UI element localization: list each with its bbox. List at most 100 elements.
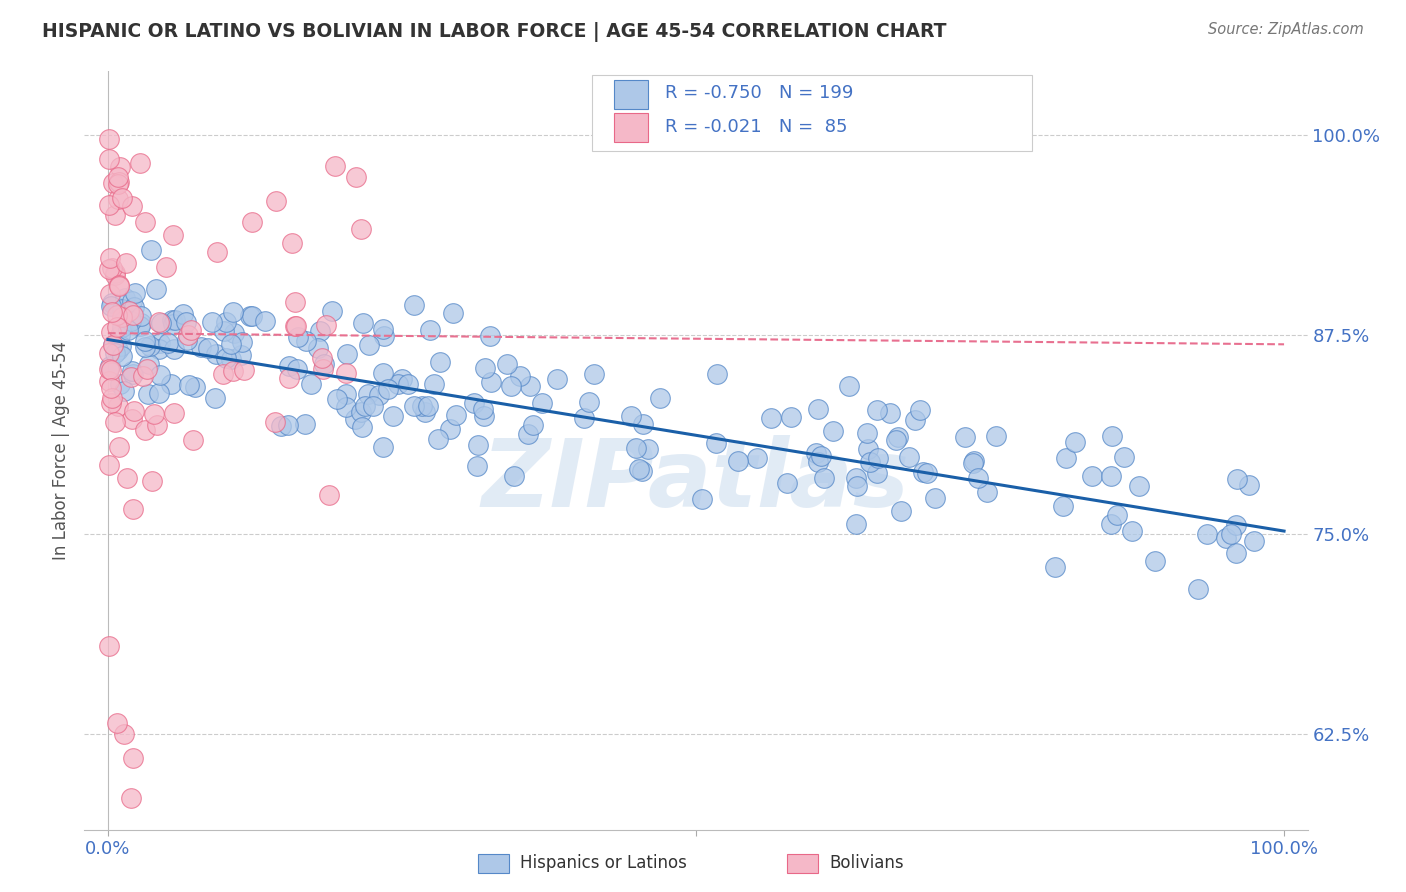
- Point: [350, 222, 373, 236]
- Point: [215, 315, 238, 329]
- Point: [131, 309, 153, 323]
- Point: [984, 429, 1007, 443]
- Point: [917, 466, 939, 480]
- Point: [233, 363, 256, 377]
- Point: [704, 436, 727, 450]
- Point: [107, 399, 129, 413]
- Point: [101, 391, 124, 405]
- Point: [810, 449, 832, 463]
- Point: [373, 329, 395, 343]
- Point: [205, 347, 228, 361]
- Point: [121, 412, 143, 426]
- Point: [148, 342, 170, 356]
- Point: [101, 338, 124, 352]
- Text: R = -0.750   N = 199: R = -0.750 N = 199: [665, 85, 853, 103]
- Point: [1237, 477, 1260, 491]
- Point: [150, 316, 173, 330]
- Point: [121, 363, 143, 377]
- Point: [270, 419, 292, 434]
- Point: [190, 340, 212, 354]
- Point: [108, 440, 131, 454]
- Point: [807, 401, 830, 416]
- Point: [160, 376, 183, 391]
- Point: [98, 359, 121, 374]
- Point: [124, 286, 146, 301]
- Point: [207, 245, 229, 260]
- Point: [98, 198, 121, 212]
- FancyBboxPatch shape: [614, 113, 648, 142]
- Text: ZIPatlas: ZIPatlas: [482, 434, 910, 527]
- Point: [180, 323, 202, 337]
- Text: HISPANIC OR LATINO VS BOLIVIAN IN LABOR FORCE | AGE 45-54 CORRELATION CHART: HISPANIC OR LATINO VS BOLIVIAN IN LABOR …: [42, 22, 946, 42]
- Point: [353, 399, 375, 413]
- Point: [396, 376, 419, 391]
- Point: [1043, 560, 1066, 574]
- Point: [474, 361, 496, 376]
- Point: [120, 790, 142, 805]
- Point: [898, 450, 921, 465]
- Point: [866, 403, 889, 417]
- Point: [145, 417, 167, 432]
- Point: [402, 400, 425, 414]
- Point: [1226, 472, 1249, 486]
- Point: [222, 326, 245, 340]
- Point: [100, 363, 122, 377]
- Point: [100, 396, 122, 410]
- Point: [312, 357, 335, 371]
- Point: [299, 376, 322, 391]
- Point: [1243, 534, 1265, 549]
- Point: [122, 403, 145, 417]
- Point: [336, 347, 359, 361]
- Point: [98, 458, 121, 472]
- Point: [371, 440, 394, 454]
- Point: [100, 326, 122, 340]
- Point: [148, 315, 170, 329]
- Point: [107, 170, 129, 185]
- Point: [1054, 451, 1077, 466]
- Point: [134, 334, 156, 348]
- Point: [463, 396, 485, 410]
- Point: [197, 341, 219, 355]
- Point: [859, 454, 882, 468]
- Point: [890, 504, 912, 518]
- Point: [439, 422, 461, 436]
- Point: [962, 456, 984, 470]
- Point: [368, 388, 391, 402]
- Point: [176, 315, 198, 329]
- Point: [690, 491, 713, 506]
- Point: [162, 313, 184, 327]
- Point: [121, 750, 143, 764]
- Point: [112, 727, 135, 741]
- Point: [411, 400, 433, 414]
- Point: [624, 441, 647, 455]
- Point: [311, 351, 333, 365]
- Point: [335, 400, 357, 414]
- Point: [446, 408, 468, 422]
- Point: [201, 315, 224, 329]
- Point: [98, 361, 121, 376]
- Point: [149, 368, 172, 383]
- Point: [122, 308, 145, 322]
- Point: [502, 468, 524, 483]
- Point: [371, 366, 394, 380]
- Point: [727, 453, 749, 467]
- Point: [98, 132, 121, 146]
- Point: [214, 324, 236, 338]
- Point: [1107, 508, 1129, 522]
- Point: [281, 235, 304, 250]
- Point: [120, 314, 142, 328]
- Point: [141, 475, 163, 489]
- Point: [254, 314, 277, 328]
- Point: [391, 372, 413, 386]
- Point: [179, 378, 201, 392]
- Point: [108, 160, 131, 174]
- Point: [467, 438, 489, 452]
- Point: [221, 305, 243, 319]
- Point: [519, 378, 541, 392]
- Point: [650, 391, 672, 405]
- Point: [472, 409, 495, 424]
- Point: [419, 323, 441, 337]
- Point: [110, 349, 132, 363]
- Point: [105, 715, 128, 730]
- Point: [807, 455, 830, 469]
